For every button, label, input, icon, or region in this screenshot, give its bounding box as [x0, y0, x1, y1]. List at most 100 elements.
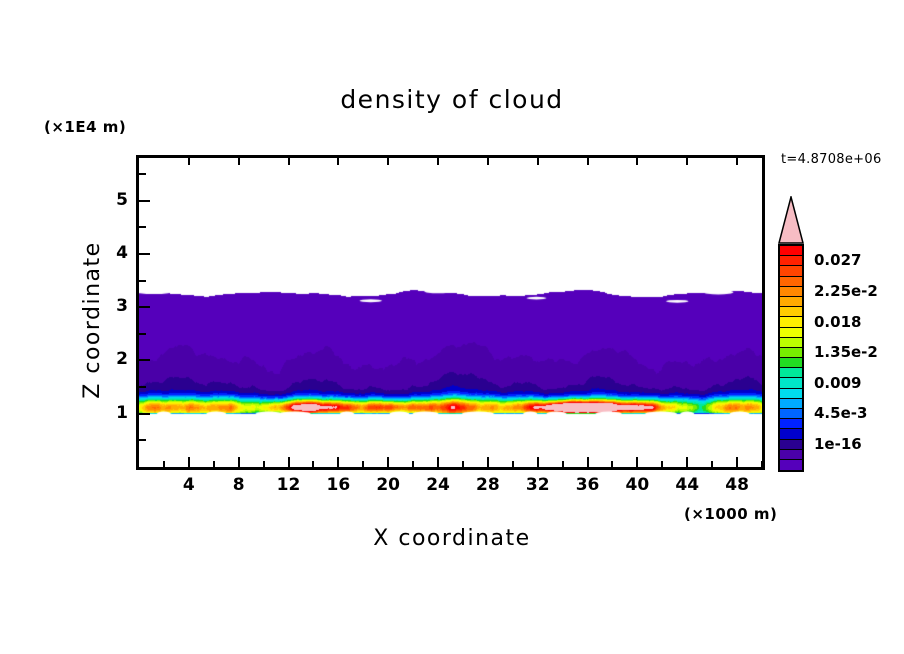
y-axis-label: Z coordinate	[80, 241, 105, 399]
colorbar-bands	[778, 244, 804, 473]
x-tick-major	[686, 457, 689, 467]
x-tick-label: 4	[182, 475, 195, 495]
x-tick-minor	[262, 461, 265, 467]
y-tick-major	[139, 199, 150, 202]
y-tick-minor	[139, 226, 146, 229]
x-tick-label: 48	[725, 475, 749, 495]
contour-plot-area	[136, 155, 765, 470]
x-tick-major	[237, 457, 240, 467]
x-tick-top	[636, 158, 639, 165]
x-tick-label: 24	[426, 475, 450, 495]
colorbar-band	[780, 286, 802, 297]
x-tick-minor	[611, 461, 614, 467]
colorbar-overflow-arrow	[778, 196, 804, 244]
colorbar-band	[780, 368, 802, 379]
x-tick-top	[486, 158, 489, 165]
x-tick-minor	[461, 461, 464, 467]
x-tick-major	[586, 457, 589, 467]
x-tick-label: 8	[232, 475, 245, 495]
colorbar-tick-label: 0.027	[814, 251, 862, 270]
colorbar-band	[780, 296, 802, 308]
colorbar-band	[780, 459, 802, 471]
x-tick-minor	[412, 461, 415, 467]
x-axis-unit-label: (×1000 m)	[684, 505, 778, 523]
x-tick-minor	[561, 461, 564, 467]
colorbar-band	[780, 398, 802, 409]
colorbar-tick-label: 0.009	[814, 373, 862, 392]
y-tick-minor	[139, 439, 146, 442]
page-title: density of cloud	[340, 85, 564, 114]
colorbar-band	[780, 358, 802, 369]
colorbar-tick-label: 0.018	[814, 312, 862, 331]
x-tick-top	[437, 158, 440, 165]
x-tick-top	[337, 158, 340, 165]
x-tick-label: 44	[675, 475, 700, 495]
x-tick-label: 12	[276, 475, 301, 495]
x-tick-minor	[162, 461, 165, 467]
colorbar-band	[780, 419, 802, 430]
colorbar-band	[780, 449, 802, 460]
colorbar-band	[780, 429, 802, 440]
x-tick-top	[287, 158, 290, 165]
y-tick-label: 4	[116, 242, 128, 263]
y-tick-minor	[139, 279, 146, 282]
y-tick-minor	[139, 386, 146, 389]
y-tick-minor	[139, 332, 146, 335]
y-tick-label: 5	[116, 189, 128, 210]
x-tick-minor	[661, 461, 664, 467]
x-tick-top	[187, 158, 190, 165]
colorbar-band	[780, 256, 802, 267]
x-tick-major	[437, 457, 440, 467]
x-tick-label: 32	[525, 475, 550, 495]
colorbar-band	[780, 317, 802, 328]
x-tick-top	[237, 158, 240, 165]
colorbar-band	[780, 439, 802, 450]
colorbar-band	[780, 276, 802, 287]
x-tick-label: 16	[326, 475, 351, 495]
colorbar-band	[780, 409, 802, 420]
x-tick-major	[337, 457, 340, 467]
x-tick-label: 20	[376, 475, 401, 495]
x-axis-label: X coordinate	[373, 526, 531, 551]
colorbar-tick-label: 2.25e-2	[814, 281, 878, 300]
colorbar: 0.027 2.25e-2 0.018 1.35e-2 0.009 4.5e-3 1e-16	[778, 196, 878, 476]
x-tick-minor	[761, 461, 763, 467]
x-tick-top	[387, 158, 390, 165]
colorbar-tick-label: 1.35e-2	[814, 343, 878, 362]
x-tick-major	[636, 457, 639, 467]
colorbar-band	[780, 246, 802, 257]
colorbar-tick-label: 4.5e-3	[814, 404, 868, 423]
colorbar-band	[780, 327, 802, 338]
colorbar-band	[780, 266, 802, 277]
colorbar-band	[780, 378, 802, 389]
y-tick-major	[139, 252, 150, 255]
x-tick-top	[686, 158, 689, 165]
y-axis-unit-label: (×1E4 m)	[44, 118, 127, 136]
x-tick-minor	[511, 461, 514, 467]
x-tick-minor	[362, 461, 365, 467]
x-tick-major	[287, 457, 290, 467]
colorbar-band	[780, 337, 802, 348]
colorbar-band	[780, 388, 802, 399]
x-tick-major	[187, 457, 190, 467]
y-tick-label: 2	[116, 349, 128, 370]
timestamp-annotation: t=4.8708e+06	[781, 152, 882, 167]
x-tick-minor	[711, 461, 714, 467]
x-tick-top	[536, 158, 539, 165]
x-tick-label: 28	[476, 475, 500, 495]
y-tick-label: 3	[116, 296, 128, 317]
x-tick-top	[736, 158, 739, 165]
x-tick-minor	[312, 461, 315, 467]
y-tick-major	[139, 306, 150, 309]
x-tick-label: 36	[575, 475, 600, 495]
colorbar-band	[780, 307, 802, 318]
colorbar-band	[780, 347, 802, 359]
x-tick-top	[586, 158, 589, 165]
y-tick-major	[139, 359, 150, 362]
x-tick-minor	[212, 461, 215, 467]
colorbar-tick-label: 1e-16	[814, 434, 862, 453]
x-tick-major	[536, 457, 539, 467]
density-field-canvas	[139, 158, 762, 467]
x-tick-label: 40	[625, 475, 650, 495]
